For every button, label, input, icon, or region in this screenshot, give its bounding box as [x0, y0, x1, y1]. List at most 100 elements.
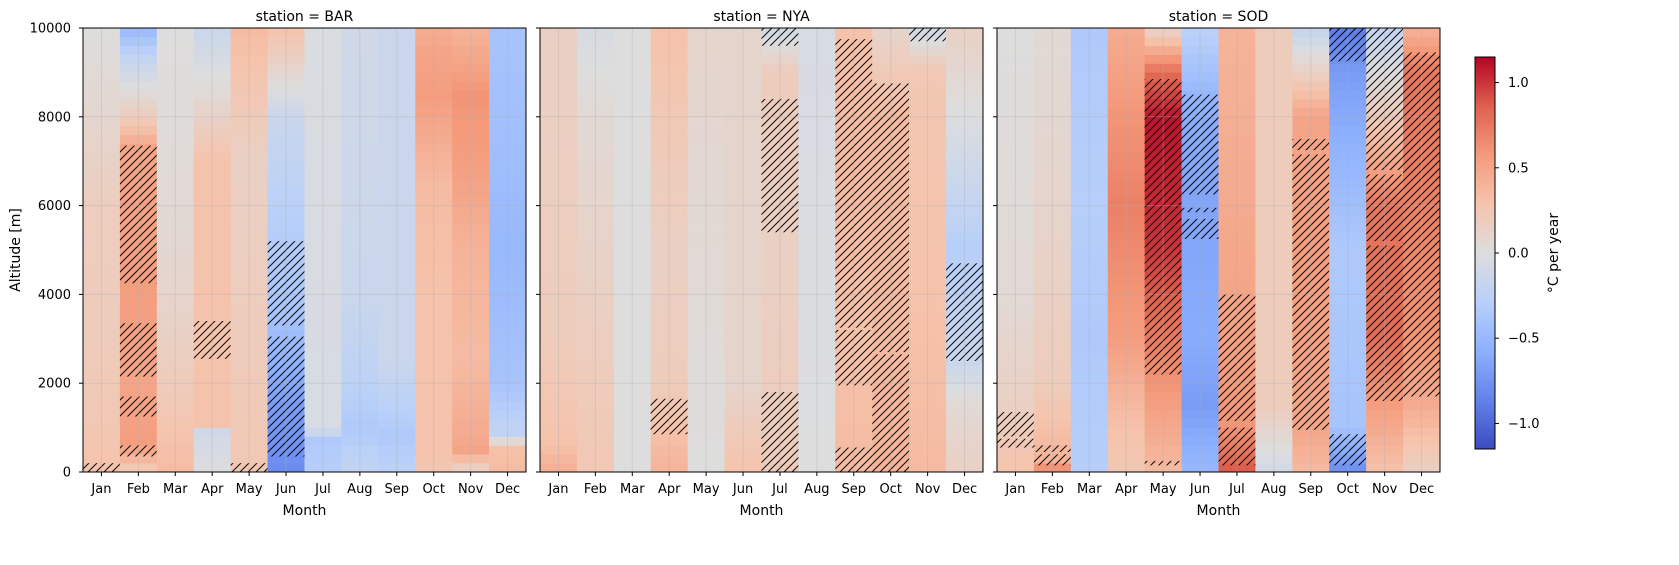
heatmap-cell	[909, 400, 947, 411]
heatmap-cell	[1255, 462, 1293, 472]
heatmap-cell	[576, 267, 615, 277]
heatmap-cell	[452, 63, 490, 73]
heatmap-cell	[576, 311, 615, 322]
heatmap-cell	[798, 160, 836, 171]
heatmap-cell	[415, 178, 453, 189]
heatmap-cell	[156, 365, 195, 375]
heatmap-cell	[83, 231, 121, 242]
heatmap-cell	[1070, 382, 1109, 393]
colorbar-tick-label: 1.0	[1508, 76, 1529, 91]
heatmap-cell	[489, 125, 526, 135]
heatmap-cell	[946, 45, 983, 55]
x-tick-label: Apr	[658, 482, 681, 497]
significance-hatch	[835, 39, 873, 328]
significance-hatch	[119, 323, 157, 377]
heatmap-cell	[452, 356, 490, 366]
month-column-jan	[83, 28, 121, 472]
month-column-feb	[1033, 28, 1072, 472]
heatmap-cell	[798, 240, 836, 251]
heatmap-cell	[267, 329, 305, 340]
heatmap-cell	[687, 125, 725, 135]
heatmap-cell	[613, 125, 652, 135]
x-tick-label: Nov	[458, 482, 484, 497]
heatmap-cell	[83, 445, 121, 455]
heatmap-cell	[1403, 418, 1440, 428]
heatmap-cell	[946, 453, 983, 464]
heatmap-cell	[798, 400, 836, 411]
heatmap-cell	[119, 116, 158, 126]
heatmap-cell	[378, 409, 416, 420]
heatmap-cell	[1255, 382, 1293, 393]
heatmap-cell	[997, 365, 1035, 375]
heatmap-cell	[687, 356, 725, 366]
heatmap-cell	[230, 160, 268, 171]
heatmap-cell	[378, 365, 416, 375]
heatmap-cell	[997, 294, 1035, 304]
heatmap-cell	[267, 107, 305, 118]
heatmap-cell	[761, 294, 799, 304]
heatmap-cell	[576, 205, 615, 215]
x-tick-label: Dec	[1409, 482, 1434, 497]
heatmap-cell	[83, 240, 121, 251]
heatmap-cell	[156, 36, 195, 47]
heatmap-cell	[489, 143, 526, 153]
heatmap-cell	[1255, 400, 1293, 411]
heatmap-cell	[1107, 240, 1146, 251]
significance-hatch	[1181, 94, 1219, 195]
heatmap-cell	[1107, 45, 1146, 55]
heatmap-cell	[724, 258, 762, 269]
heatmap-cell	[415, 276, 453, 286]
heatmap-cell	[1329, 223, 1367, 233]
heatmap-cell	[613, 196, 652, 206]
heatmap-cell	[1329, 152, 1367, 162]
heatmap-cell	[1255, 338, 1293, 348]
heatmap-cell	[304, 28, 342, 38]
heatmap-cell	[193, 365, 232, 375]
heatmap-cell	[230, 374, 268, 384]
heatmap-cell	[1181, 445, 1219, 455]
x-tick-label: May	[236, 482, 263, 497]
heatmap-cell	[1218, 54, 1256, 64]
heatmap-cell	[119, 80, 158, 91]
heatmap-cell	[489, 320, 526, 331]
heatmap-cell	[946, 134, 983, 144]
heatmap-cell	[1144, 45, 1182, 55]
heatmap-cell	[798, 196, 836, 206]
x-tick-label: Feb	[127, 482, 150, 497]
heatmap-cell	[1070, 391, 1109, 402]
heatmap-cell	[1107, 196, 1146, 206]
heatmap-cell	[946, 28, 983, 38]
heatmap-cell	[193, 28, 232, 38]
heatmap-cell	[613, 382, 652, 393]
heatmap-cell	[304, 365, 342, 375]
heatmap-cell	[724, 134, 762, 144]
heatmap-cell	[613, 160, 652, 171]
heatmap-cell	[872, 54, 910, 64]
heatmap-cell	[267, 28, 305, 38]
heatmap-cell	[341, 152, 379, 162]
heatmap-cell	[452, 125, 490, 135]
heatmap-cell	[83, 54, 121, 64]
heatmap-cell	[761, 311, 799, 322]
heatmap-cell	[1329, 374, 1367, 384]
heatmap-cell	[83, 28, 121, 38]
heatmap-cell	[946, 231, 983, 242]
heatmap-cell	[798, 391, 836, 402]
heatmap-cell	[83, 294, 121, 304]
heatmap-cell	[193, 400, 232, 411]
heatmap-cell	[489, 116, 526, 126]
heatmap-cell	[1329, 418, 1367, 428]
heatmap-cell	[997, 214, 1035, 224]
heatmap-cell	[415, 258, 453, 269]
x-tick-label: Mar	[620, 482, 645, 497]
heatmap-cell	[341, 320, 379, 331]
heatmap-cell	[724, 347, 762, 357]
heatmap-cell	[909, 143, 947, 153]
heatmap-cell	[909, 134, 947, 144]
heatmap-cell	[650, 231, 689, 242]
heatmap-cell	[650, 45, 689, 55]
heatmap-cell	[1181, 400, 1219, 411]
heatmap-cell	[341, 125, 379, 135]
significance-hatch	[761, 28, 799, 46]
